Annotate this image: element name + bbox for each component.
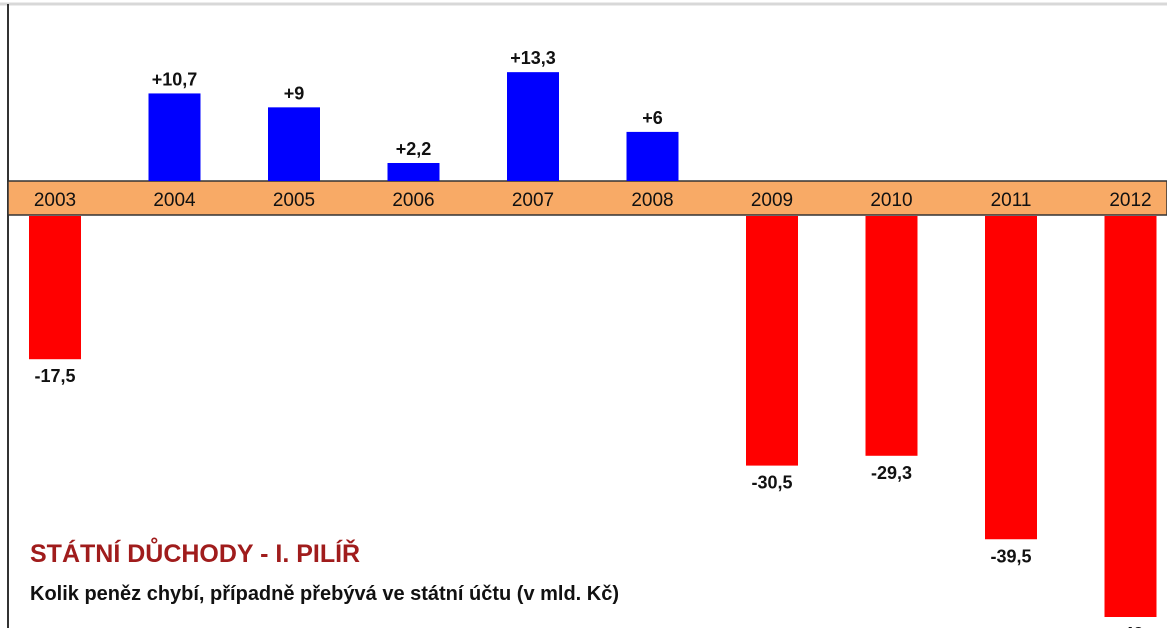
value-label: +2,2	[396, 139, 432, 159]
x-tick-label: 2007	[512, 190, 554, 211]
marks: 2003 -17,5 2004 +10,7 2005 +9 2006 +2,2 2007 +13,…	[29, 48, 1157, 628]
bar	[1104, 216, 1157, 617]
value-label: +9	[284, 83, 305, 103]
value-label: -49	[1117, 624, 1143, 628]
bar	[626, 131, 679, 181]
x-tick-label: 2006	[392, 190, 434, 211]
x-tick-label: 2004	[153, 190, 196, 211]
value-label: -30,5	[751, 473, 792, 493]
bar	[865, 216, 918, 456]
x-tick-label: 2008	[631, 190, 673, 211]
chart-subtitle: Kolik peněz chybí, případně přebývá ve s…	[30, 583, 619, 605]
value-label: -29,3	[871, 463, 912, 483]
bar	[29, 216, 81, 360]
value-label: +6	[642, 108, 663, 128]
x-tick-label: 2011	[991, 190, 1032, 211]
axis-band	[7, 180, 1167, 216]
bar	[387, 162, 440, 181]
value-label: -17,5	[34, 366, 75, 386]
x-tick-label: 2010	[870, 190, 912, 211]
value-label: +10,7	[152, 69, 198, 89]
bar	[268, 107, 320, 181]
bar	[148, 93, 201, 181]
x-tick-label: 2005	[273, 190, 315, 211]
x-tick-label: 2012	[1109, 190, 1151, 211]
bar	[507, 72, 559, 181]
chart-title: STÁTNÍ DŮCHODY - I. PILÍŘ	[30, 536, 360, 568]
value-label: +13,3	[510, 48, 556, 68]
x-tick-label: 2003	[34, 190, 76, 211]
bar	[985, 216, 1037, 540]
bar	[746, 216, 798, 466]
value-label: -39,5	[990, 546, 1031, 566]
x-tick-label: 2009	[751, 190, 793, 211]
